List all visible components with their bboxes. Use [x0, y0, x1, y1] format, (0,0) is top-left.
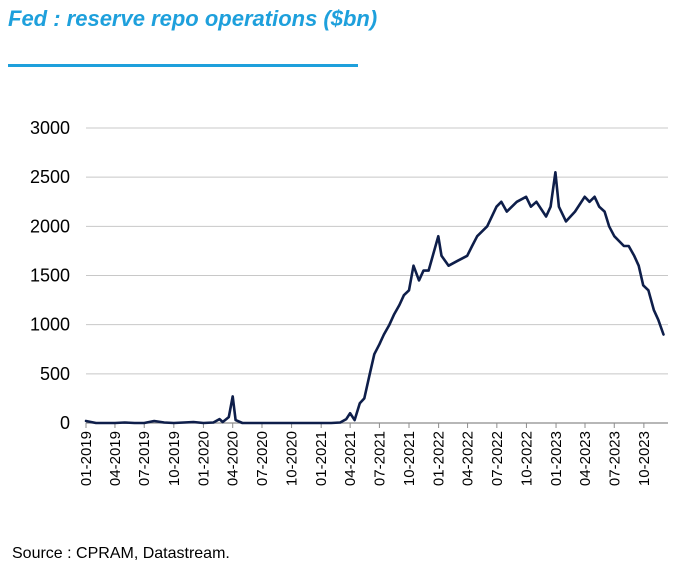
x-tick-label: 04-2019 [107, 431, 124, 486]
x-tick-label: 07-2019 [136, 431, 153, 486]
x-tick-label: 04-2022 [460, 431, 477, 486]
x-tick-label: 04-2023 [577, 431, 594, 486]
x-tick-label: 04-2020 [225, 431, 242, 486]
source-note: Source : CPRAM, Datastream. [12, 545, 230, 562]
y-tick-label: 1000 [30, 315, 70, 335]
x-tick-label: 01-2021 [313, 431, 330, 486]
x-tick-label: 07-2020 [254, 431, 271, 486]
x-tick-label: 07-2021 [371, 431, 388, 486]
x-tick-labels: 01-2019 04-2019 07-2019 10-2019 01-2020 04-20… [78, 431, 653, 486]
series-line [84, 171, 665, 425]
x-tick-label: 10-2020 [284, 431, 301, 486]
x-tick-label: 04-2021 [342, 431, 359, 486]
y-tick-label: 500 [40, 364, 70, 384]
x-tick-label: 10-2019 [166, 431, 183, 486]
grid-lines [86, 127, 668, 375]
x-tick-label: 01-2019 [78, 431, 95, 486]
x-tick-label: 01-2020 [195, 431, 212, 486]
x-tick-label: 01-2022 [431, 431, 448, 486]
y-tick-label: 2500 [30, 167, 70, 187]
x-tick-label: 10-2023 [636, 431, 653, 486]
series [84, 171, 665, 425]
x-tick-label: 07-2022 [489, 431, 506, 486]
x-tick-label: 01-2023 [548, 431, 565, 486]
x-tick-label: 07-2023 [606, 431, 623, 486]
chart-title: Fed : reserve repo operations ($bn) [8, 6, 378, 31]
x-tick-label: 10-2022 [518, 431, 535, 486]
y-tick-label: 1500 [30, 266, 70, 286]
y-tick-label: 3000 [30, 118, 70, 138]
title-underline [8, 64, 358, 67]
y-tick-label: 2000 [30, 216, 70, 236]
y-tick-label: 0 [60, 413, 70, 433]
y-axis: 0 500 1000 1500 2000 2500 3000 [30, 118, 70, 433]
x-tick-label: 10-2021 [401, 431, 418, 486]
